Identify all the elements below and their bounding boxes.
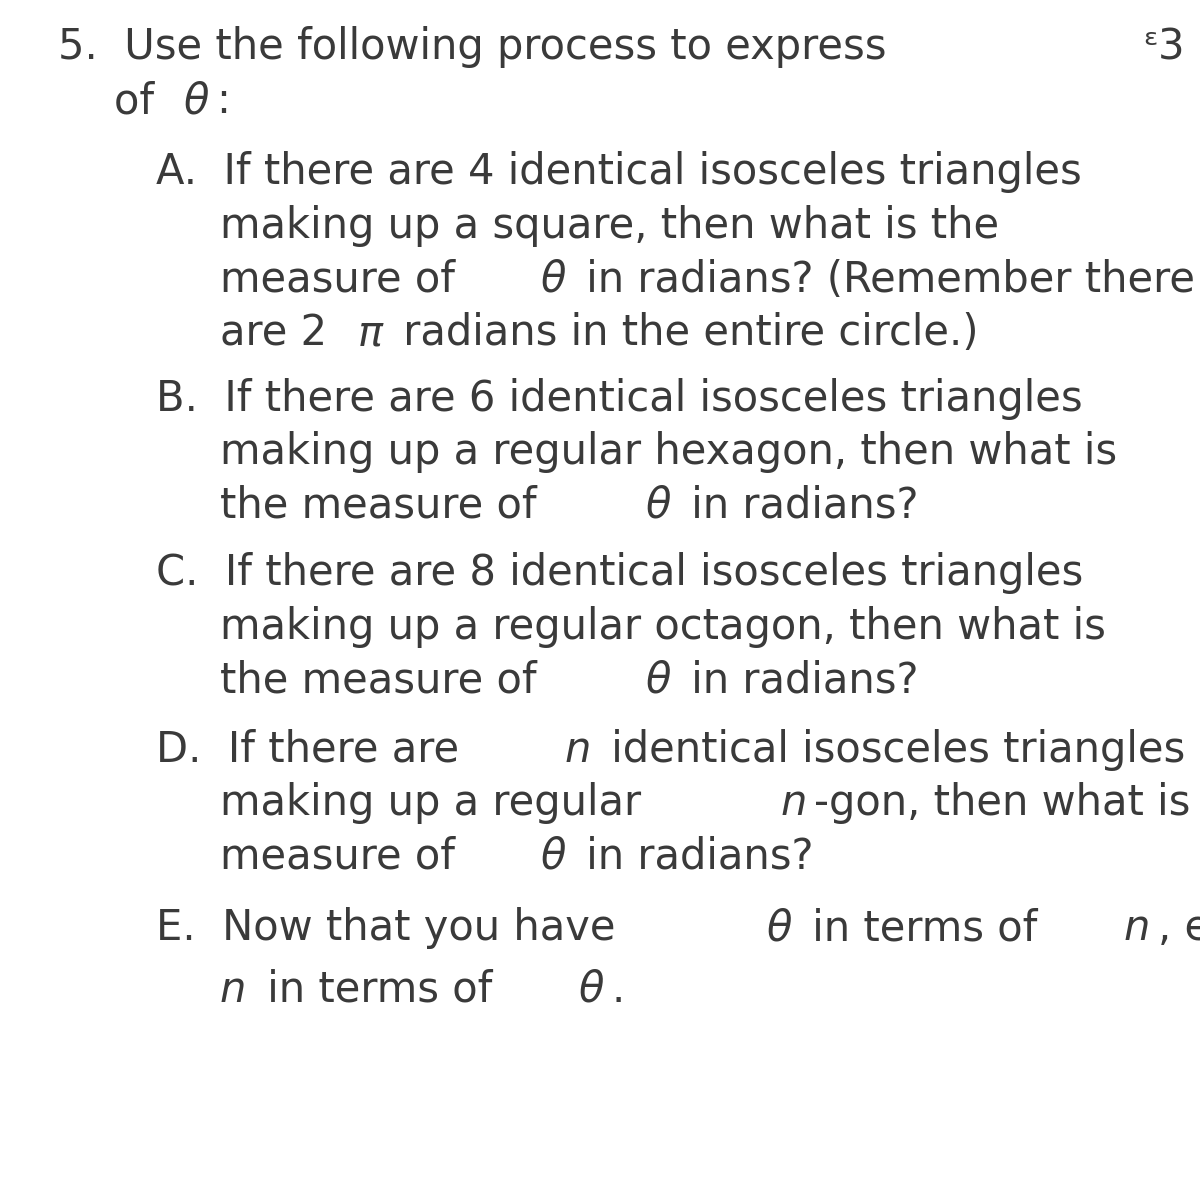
Text: π: π	[358, 312, 383, 355]
Text: n: n	[780, 782, 806, 825]
Text: in radians? (Remember there: in radians? (Remember there	[572, 258, 1195, 301]
Text: in terms of: in terms of	[253, 969, 505, 1012]
Text: θ: θ	[182, 80, 209, 123]
Text: ᵋ3: ᵋ3	[1144, 26, 1186, 69]
Text: A.  If there are 4 identical isosceles triangles: A. If there are 4 identical isosceles tr…	[156, 151, 1081, 194]
Text: in terms of: in terms of	[799, 907, 1050, 950]
Text: C.  If there are 8 identical isosceles triangles: C. If there are 8 identical isosceles tr…	[156, 552, 1084, 595]
Text: , express: , express	[1158, 907, 1200, 950]
Text: making up a square, then what is the: making up a square, then what is the	[220, 205, 998, 248]
Text: the measure of: the measure of	[220, 484, 550, 527]
Text: E.  Now that you have: E. Now that you have	[156, 907, 629, 950]
Text: 5.  Use the following process to express: 5. Use the following process to express	[58, 26, 899, 69]
Text: in radians?: in radians?	[678, 659, 919, 702]
Text: θ: θ	[540, 835, 565, 878]
Text: n: n	[220, 969, 246, 1012]
Text: in radians?: in radians?	[572, 835, 814, 878]
Text: θ: θ	[540, 258, 565, 301]
Text: radians in the entire circle.): radians in the entire circle.)	[390, 312, 978, 355]
Text: making up a regular: making up a regular	[220, 782, 654, 825]
Text: n: n	[564, 728, 590, 771]
Text: n: n	[1123, 907, 1150, 950]
Text: identical isosceles triangles: identical isosceles triangles	[599, 728, 1186, 771]
Text: making up a regular hexagon, then what is: making up a regular hexagon, then what i…	[220, 431, 1117, 474]
Text: making up a regular octagon, then what is: making up a regular octagon, then what i…	[220, 606, 1105, 649]
Text: θ: θ	[578, 969, 604, 1012]
Text: the measure of: the measure of	[220, 659, 550, 702]
Text: :: :	[216, 80, 229, 123]
Text: in radians?: in radians?	[678, 484, 919, 527]
Text: -gon, then what is the: -gon, then what is the	[814, 782, 1200, 825]
Text: θ: θ	[646, 659, 671, 702]
Text: D.  If there are: D. If there are	[156, 728, 473, 771]
Text: measure of: measure of	[220, 258, 468, 301]
Text: in terms: in terms	[1198, 26, 1200, 69]
Text: .: .	[611, 969, 624, 1012]
Text: of: of	[114, 80, 167, 123]
Text: measure of: measure of	[220, 835, 468, 878]
Text: are 2: are 2	[220, 312, 326, 355]
Text: B.  If there are 6 identical isosceles triangles: B. If there are 6 identical isosceles tr…	[156, 377, 1082, 420]
Text: θ: θ	[766, 907, 792, 950]
Text: θ: θ	[646, 484, 671, 527]
